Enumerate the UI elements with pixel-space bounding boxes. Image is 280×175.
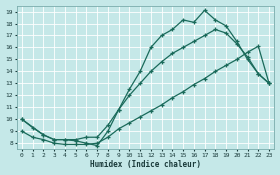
X-axis label: Humidex (Indice chaleur): Humidex (Indice chaleur) [90,160,201,169]
